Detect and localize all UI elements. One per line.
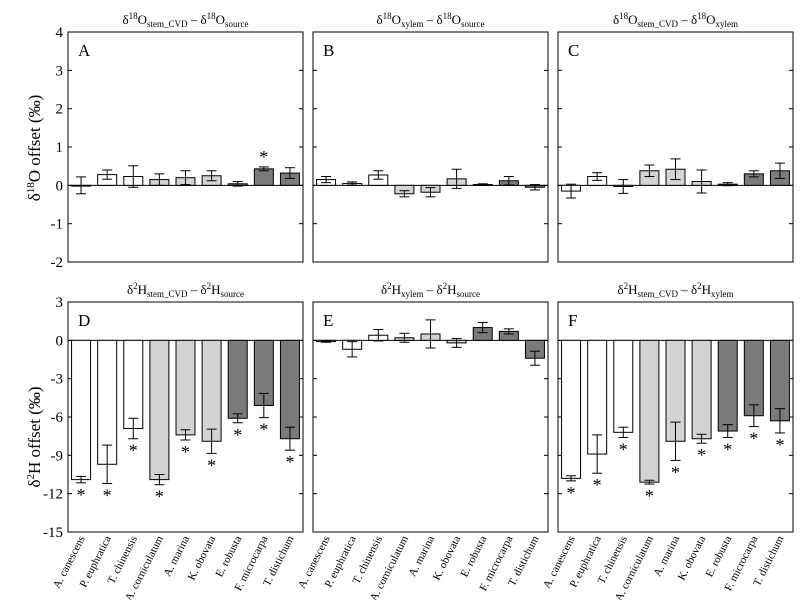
y-tick-label: -6: [51, 410, 64, 426]
panel-d: δ2Hstem_CVD – δ2HsourceD-15-12-9-6-303*A…: [43, 281, 304, 600]
y-tick-label: -3: [51, 372, 64, 388]
panel-letter: A: [78, 41, 91, 60]
significance-marker: *: [77, 485, 86, 505]
panel-letter: F: [568, 311, 577, 330]
y-axis-label-top: δ18O offset (‰): [25, 95, 44, 202]
significance-marker: *: [207, 455, 216, 475]
panel-b: δ18Oxylem – δ18Osource B: [312, 11, 549, 263]
panel-title: δ2Hstem_CVD – δ2Hsource: [127, 281, 244, 299]
bar: [149, 339, 170, 481]
bar: [201, 339, 222, 442]
bar: [123, 339, 144, 430]
bar: [279, 339, 300, 440]
significance-marker: *: [181, 442, 190, 462]
y-tick-label: -12: [43, 487, 63, 503]
y-tick-label: 3: [56, 295, 64, 311]
bar: [227, 339, 248, 419]
y-tick-label: 3: [56, 63, 64, 79]
bar: [717, 339, 738, 432]
panel-letter: C: [568, 41, 579, 60]
significance-marker: *: [671, 462, 680, 482]
significance-marker: *: [723, 439, 732, 459]
significance-marker: *: [129, 441, 138, 461]
bar: [71, 339, 92, 481]
bar: [691, 339, 712, 440]
bar: [175, 339, 196, 436]
significance-marker: *: [775, 435, 784, 455]
significance-marker: *: [259, 420, 268, 440]
significance-marker: *: [155, 487, 164, 507]
panel-title: δ18Ostem_CVD – δ18Osource: [122, 11, 248, 29]
significance-marker: *: [645, 486, 654, 506]
bar: [253, 168, 274, 186]
y-tick-label: -15: [43, 525, 63, 541]
panel-frame: [312, 31, 549, 263]
significance-marker: *: [285, 452, 294, 472]
y-tick-label: -9: [51, 448, 64, 464]
panel-title: δ18Oxylem – δ18Osource: [376, 11, 484, 29]
significance-marker: *: [593, 475, 602, 495]
y-tick-label: 0: [56, 178, 64, 194]
y-tick-label: 1: [56, 140, 64, 156]
panel-c: δ18Ostem_CVD – δ18Oxylem C: [557, 11, 794, 263]
y-tick-label: 4: [56, 25, 64, 41]
panel-letter: E: [323, 311, 333, 330]
y-tick-label: -1: [51, 217, 64, 233]
bar: [561, 339, 582, 479]
significance-marker: *: [259, 147, 268, 167]
bar: [639, 339, 660, 483]
y-tick-label: -2: [51, 255, 64, 271]
significance-marker: *: [233, 425, 242, 445]
panel-title: δ2Hxylem – δ2Hsource: [381, 281, 480, 299]
y-tick-label: 0: [56, 333, 64, 349]
y-axis-label-bottom: δ2H offset (‰): [25, 386, 44, 487]
y-tick-label: 2: [56, 102, 64, 118]
panel-frame: [557, 31, 794, 263]
significance-marker: *: [619, 439, 628, 459]
panel-title: δ18Ostem_CVD – δ18Oxylem: [613, 11, 738, 29]
panel-title: δ2Hstem_CVD – δ2Hxylem: [617, 281, 733, 299]
panel-a: δ18Ostem_CVD – δ18Osource A -2 -1 0 1 2 3 4 *: [51, 11, 304, 271]
significance-marker: *: [697, 445, 706, 465]
panel-letter: B: [323, 41, 334, 60]
significance-marker: *: [567, 483, 576, 503]
bar: [613, 339, 634, 433]
panel-letter: D: [78, 311, 90, 330]
significance-marker: *: [103, 485, 112, 505]
significance-marker: *: [749, 429, 758, 449]
